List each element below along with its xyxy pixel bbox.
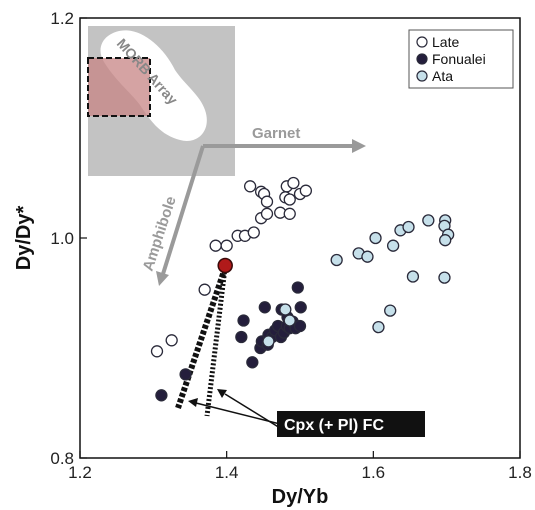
point-fonualei <box>237 314 250 327</box>
point-late <box>260 207 274 220</box>
amphibole-arrow <box>156 145 205 286</box>
point-fonualei <box>155 389 168 402</box>
axis-ticks: 1.2 1.4 1.6 1.8 0.8 1.0 1.2 <box>50 9 531 482</box>
point-late <box>209 239 222 252</box>
point-fonualei <box>258 301 271 314</box>
point-fonualei <box>294 301 307 314</box>
point-late <box>247 226 260 239</box>
point-ata <box>439 234 452 247</box>
point-ata <box>361 250 374 263</box>
point-ata <box>283 314 296 327</box>
parent-magma-point <box>217 257 233 274</box>
point-fonualei <box>246 356 259 369</box>
point-late <box>283 193 296 206</box>
y-tick-label: 1.0 <box>50 229 74 248</box>
point-ata <box>384 304 397 317</box>
x-axis-label: Dy/Yb <box>272 486 329 508</box>
point-ata <box>369 231 382 245</box>
point-ata <box>279 303 292 316</box>
point-ata <box>262 335 275 348</box>
y-tick-label: 0.8 <box>50 449 74 468</box>
y-axis-label: Dy/Dy* <box>13 206 35 271</box>
point-ata <box>438 271 451 284</box>
point-late <box>299 184 313 197</box>
fc-label: Cpx (+ Pl) FC <box>284 417 384 434</box>
fc-label-box <box>277 411 425 437</box>
x-tick-label: 1.2 <box>68 463 92 482</box>
garnet-arrow <box>203 139 366 153</box>
x-tick-label: 1.6 <box>362 463 386 482</box>
legend-label-fonualei: Fonualei <box>432 51 486 67</box>
point-ata <box>406 270 420 283</box>
point-late <box>198 283 211 296</box>
mantle-box <box>87 57 151 117</box>
point-fonualei <box>179 368 192 381</box>
point-ata <box>372 320 385 334</box>
point-fonualei <box>293 319 307 333</box>
point-ata <box>330 253 343 267</box>
point-late <box>220 239 233 252</box>
garnet-label: Garnet <box>252 125 300 142</box>
fc-trend-dotted <box>204 267 228 417</box>
point-ata <box>386 239 400 252</box>
point-late <box>287 176 300 190</box>
fc-trend-thick <box>175 267 228 409</box>
x-tick-label: 1.4 <box>215 463 239 482</box>
legend-marker-fonualei <box>416 53 428 65</box>
point-late <box>260 195 274 208</box>
point-fonualei <box>291 281 304 294</box>
fc-arrows <box>188 389 281 429</box>
point-ata <box>422 214 435 227</box>
y-tick-label: 1.2 <box>50 9 74 28</box>
point-fonualei <box>235 330 248 344</box>
legend-label-late: Late <box>432 34 459 50</box>
legend-marker-late <box>416 36 428 48</box>
legend-label-ata: Ata <box>432 68 453 84</box>
data-points <box>150 176 455 402</box>
point-late <box>165 334 178 347</box>
point-late <box>243 180 257 193</box>
point-late <box>150 345 164 358</box>
x-tick-label: 1.8 <box>508 463 532 482</box>
point-ata <box>402 220 415 234</box>
legend-marker-ata <box>416 70 428 82</box>
point-late <box>283 207 296 220</box>
